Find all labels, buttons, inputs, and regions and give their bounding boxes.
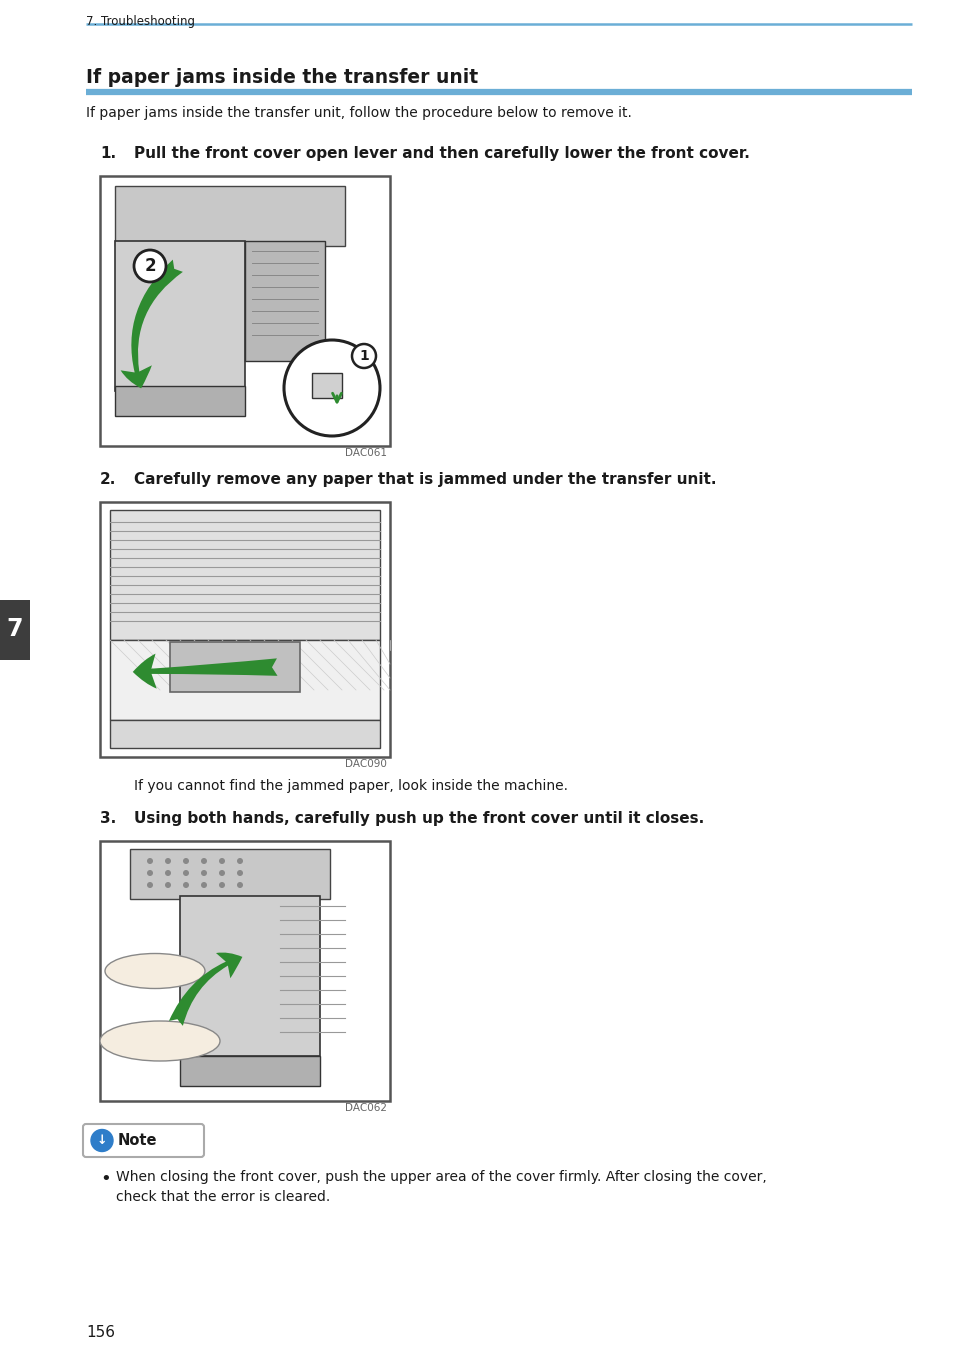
Bar (110, 641, 380, 719)
Text: ↓: ↓ (97, 1134, 107, 1146)
Bar (130, 849, 330, 899)
Ellipse shape (105, 953, 205, 989)
Bar (100, 175, 390, 446)
Text: Pull the front cover open lever and then carefully lower the front cover.: Pull the front cover open lever and then… (134, 146, 750, 160)
Text: 156: 156 (86, 1325, 115, 1340)
Text: 7. Troubleshooting: 7. Troubleshooting (86, 15, 195, 29)
Circle shape (183, 883, 189, 888)
Bar (115, 186, 345, 246)
Bar (115, 241, 245, 392)
Bar (312, 373, 342, 398)
Circle shape (134, 250, 166, 282)
Circle shape (183, 870, 189, 876)
Circle shape (219, 870, 225, 876)
Text: 1.: 1. (100, 146, 116, 160)
Text: 2: 2 (144, 257, 155, 275)
Bar (115, 386, 245, 416)
Circle shape (237, 858, 243, 864)
Circle shape (183, 858, 189, 864)
Bar (0, 600, 30, 660)
Text: •: • (100, 1170, 110, 1189)
Text: 2.: 2. (100, 472, 116, 487)
Bar (110, 510, 380, 641)
Circle shape (165, 870, 171, 876)
Bar (180, 1055, 320, 1087)
Circle shape (201, 883, 207, 888)
Circle shape (147, 870, 153, 876)
Ellipse shape (100, 1021, 220, 1061)
Bar (170, 642, 300, 692)
Bar (100, 840, 390, 1102)
Text: Note: Note (118, 1133, 157, 1148)
Text: Using both hands, carefully push up the front cover until it closes.: Using both hands, carefully push up the … (134, 811, 704, 826)
Bar (245, 241, 325, 360)
Text: DAC062: DAC062 (345, 1103, 387, 1112)
Circle shape (284, 340, 380, 437)
Text: If paper jams inside the transfer unit, follow the procedure below to remove it.: If paper jams inside the transfer unit, … (86, 106, 632, 120)
Text: If you cannot find the jammed paper, look inside the machine.: If you cannot find the jammed paper, loo… (134, 779, 568, 793)
Text: When closing the front cover, push the upper area of the cover firmly. After clo: When closing the front cover, push the u… (116, 1170, 767, 1185)
Text: Carefully remove any paper that is jammed under the transfer unit.: Carefully remove any paper that is jamme… (134, 472, 716, 487)
Text: check that the error is cleared.: check that the error is cleared. (116, 1190, 330, 1204)
Circle shape (219, 883, 225, 888)
Circle shape (237, 870, 243, 876)
Circle shape (165, 883, 171, 888)
Circle shape (165, 858, 171, 864)
Circle shape (147, 883, 153, 888)
Circle shape (219, 858, 225, 864)
Circle shape (201, 870, 207, 876)
FancyBboxPatch shape (83, 1123, 204, 1157)
Text: 3.: 3. (100, 811, 116, 826)
Bar (180, 896, 320, 1055)
Bar (110, 719, 380, 748)
Circle shape (237, 883, 243, 888)
Text: DAC061: DAC061 (345, 447, 387, 458)
Circle shape (201, 858, 207, 864)
Text: 1: 1 (359, 350, 369, 363)
Bar (100, 502, 390, 758)
Circle shape (91, 1130, 113, 1152)
Text: If paper jams inside the transfer unit: If paper jams inside the transfer unit (86, 68, 479, 87)
Circle shape (352, 344, 376, 369)
Text: 7: 7 (7, 617, 23, 642)
Text: DAC090: DAC090 (345, 759, 387, 768)
Circle shape (147, 858, 153, 864)
